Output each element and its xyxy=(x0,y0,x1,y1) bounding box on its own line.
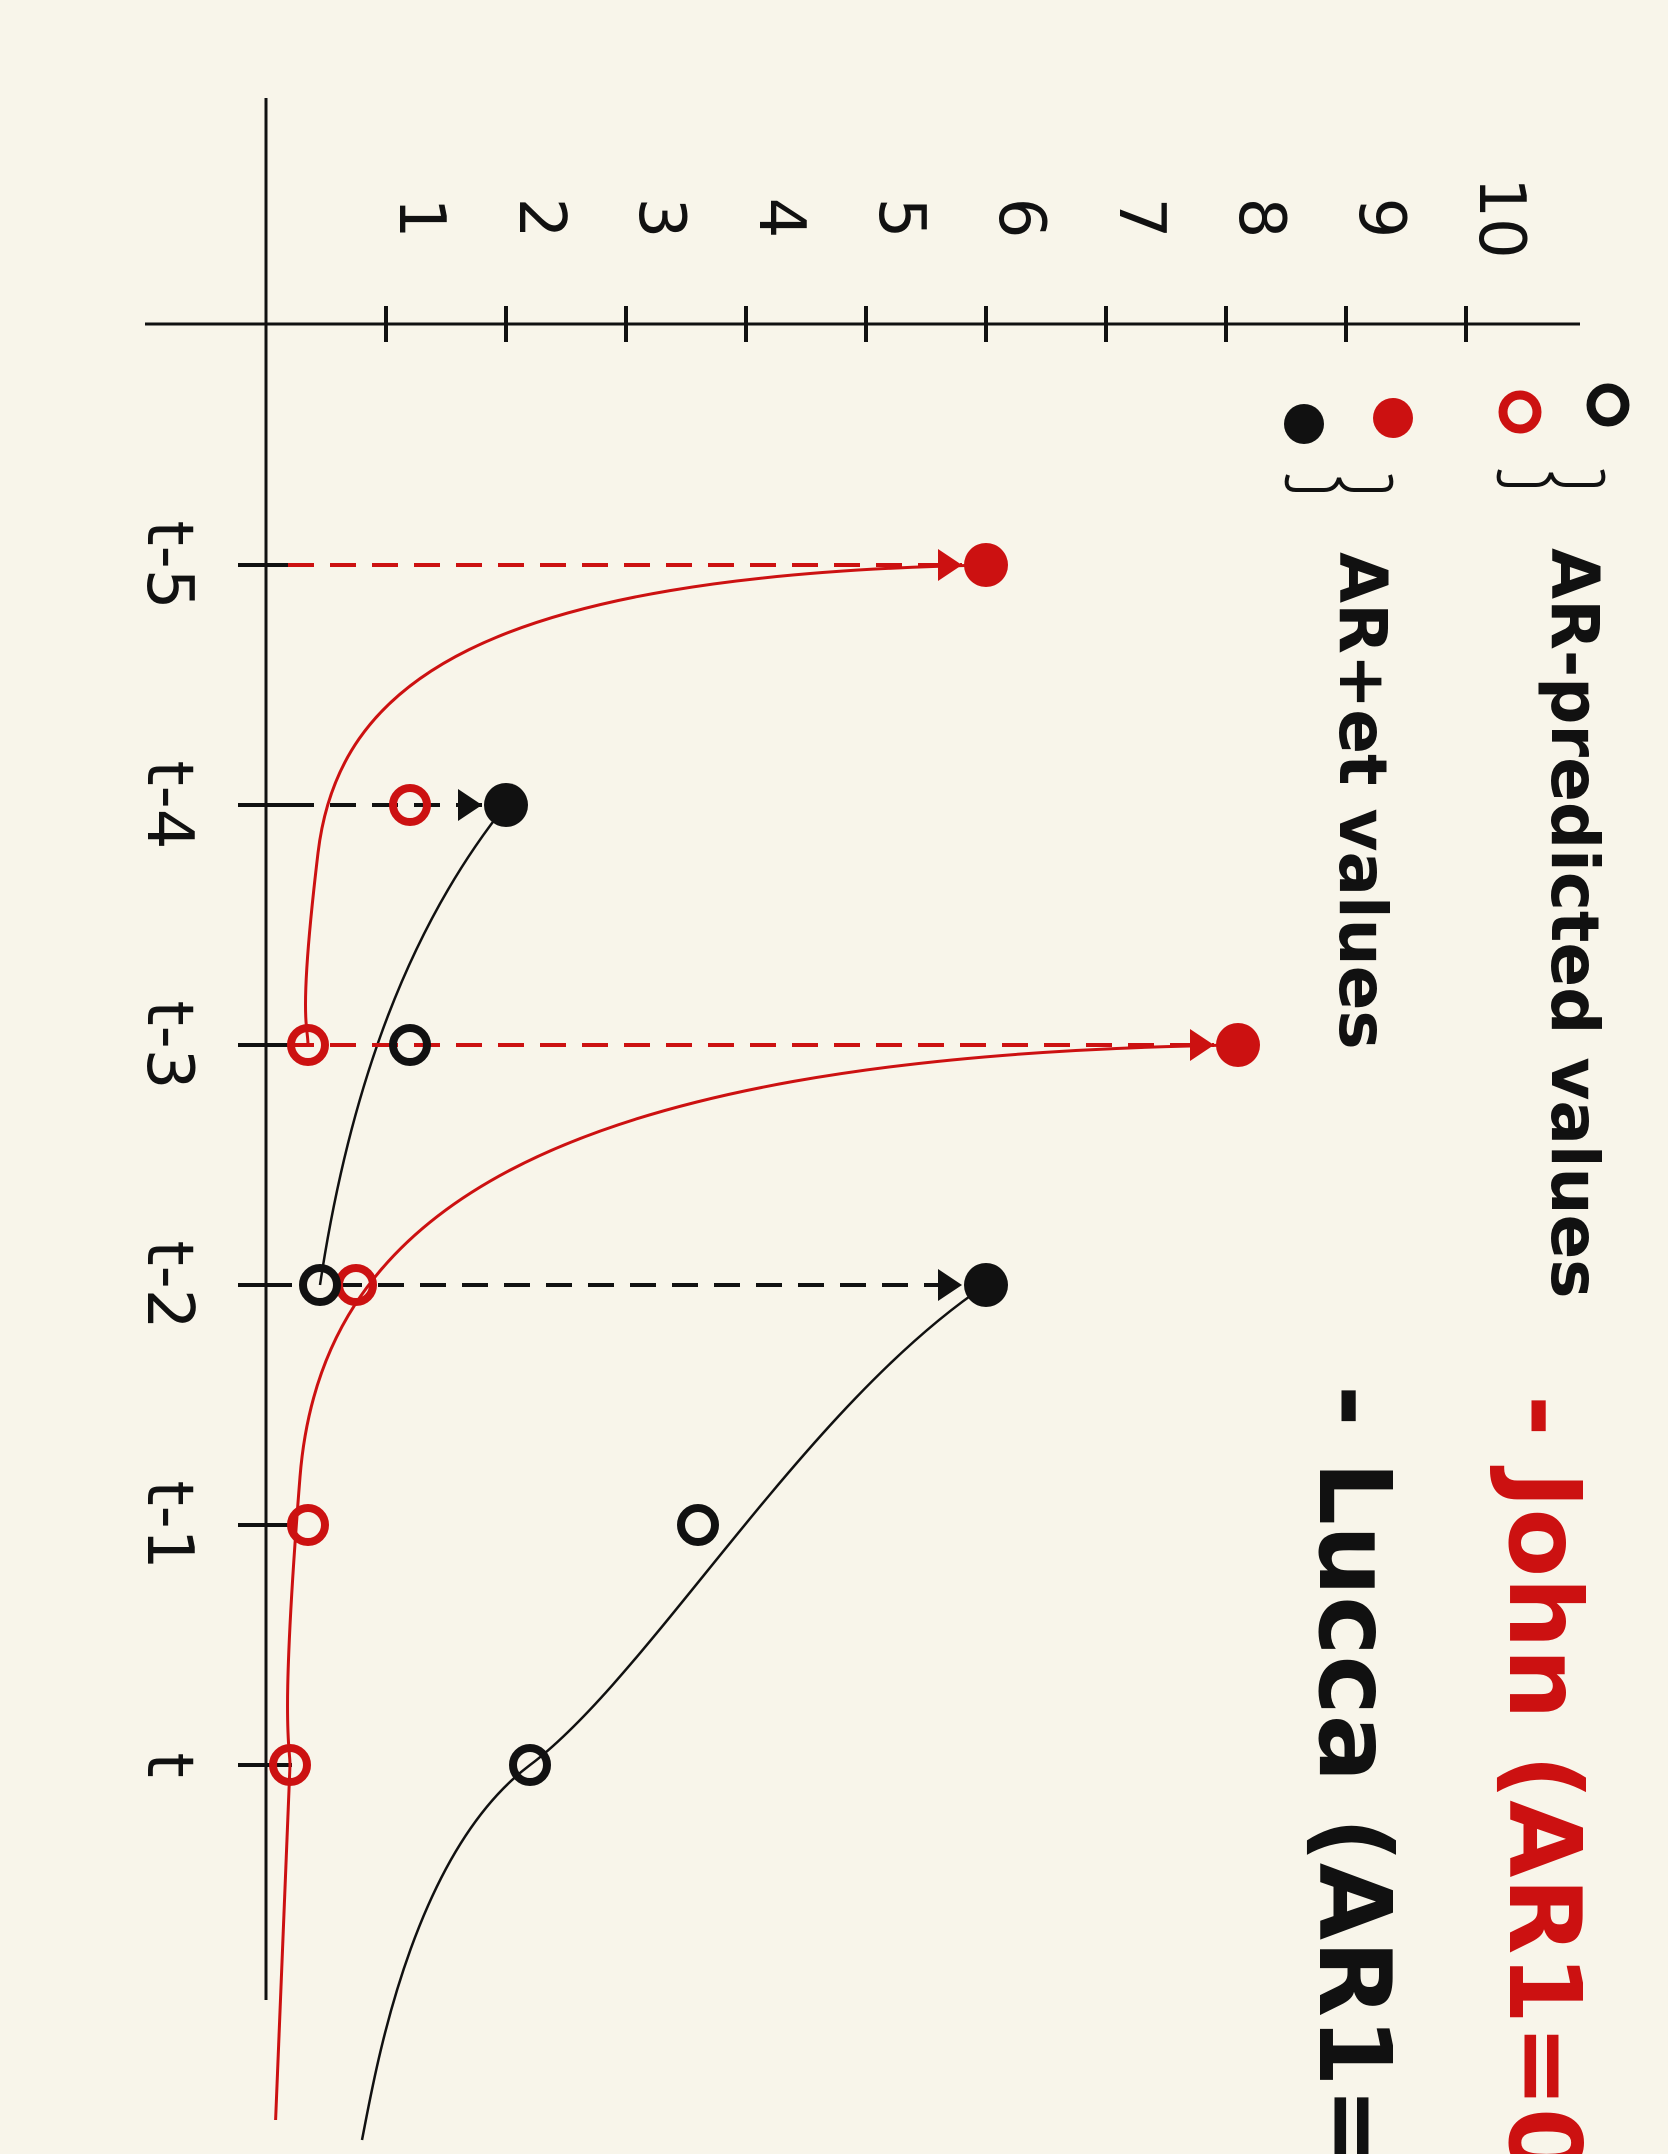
time-tick-label: t-1 xyxy=(132,1481,206,1570)
value-tick-label: 7 xyxy=(1104,198,1178,239)
lucca-ar-plus-shock-point xyxy=(484,783,528,827)
john-ar-plus-shock-point xyxy=(964,543,1008,587)
legend-filled-black-marker xyxy=(1284,404,1324,444)
lucca-ar-plus-shock-point xyxy=(964,1263,1008,1307)
time-tick-label: t-2 xyxy=(132,1241,206,1330)
time-tick-label: t-3 xyxy=(132,1001,206,1090)
value-tick-label: 10 xyxy=(1464,177,1538,258)
value-tick-label: 5 xyxy=(864,198,938,239)
legend-filled-label: AR+et values xyxy=(1324,552,1401,1050)
annotation-lucca: - Lucca (AR1=0.6) xyxy=(1296,1385,1413,2154)
legend-filled-red-marker xyxy=(1373,398,1413,438)
value-tick-label: 2 xyxy=(504,198,578,239)
annotation-john: - John (AR1=0.2) xyxy=(1486,1395,1603,2154)
time-tick-label: t-5 xyxy=(132,521,206,610)
time-tick-label: t xyxy=(132,1752,206,1777)
value-tick-label: 6 xyxy=(984,198,1058,239)
time-tick-label: t-4 xyxy=(132,761,206,850)
john-ar-plus-shock-point xyxy=(1216,1023,1260,1067)
value-tick-label: 3 xyxy=(624,198,698,239)
value-tick-label: 4 xyxy=(744,198,818,239)
legend-hollow-label: AR-predicted values xyxy=(1536,548,1613,1299)
value-tick-label: 8 xyxy=(1224,198,1298,239)
value-tick-label: 1 xyxy=(384,198,458,239)
value-tick-label: 9 xyxy=(1344,198,1418,239)
